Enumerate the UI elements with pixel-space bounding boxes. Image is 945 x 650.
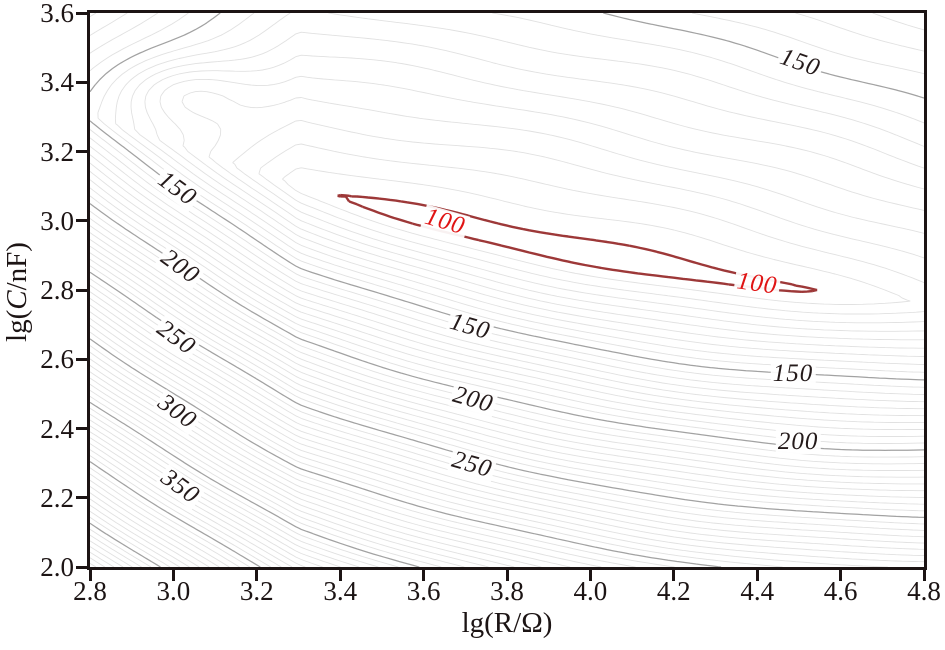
y-tick-label: 2.6	[40, 344, 74, 375]
x-tick	[171, 570, 175, 581]
x-tick	[505, 570, 509, 581]
contour-label-100-red: 100	[733, 267, 781, 300]
x-tick	[672, 570, 676, 581]
x-tick	[839, 570, 843, 581]
contour-label: 150	[770, 360, 816, 388]
y-tick	[76, 219, 87, 223]
y-axis-title-pre: lg(	[1, 309, 33, 342]
y-tick	[76, 427, 87, 430]
x-tick-label: 4.0	[573, 576, 608, 606]
y-tick	[76, 80, 87, 84]
x-tick-label: 3.2	[239, 576, 274, 606]
x-tick-label: 3.4	[323, 576, 358, 606]
highlight-contour-100	[337, 193, 818, 293]
x-tick	[755, 570, 759, 581]
x-tick-label: 4.2	[656, 576, 691, 606]
x-tick	[255, 570, 259, 581]
y-axis-title-post: /nF)	[1, 242, 33, 291]
x-tick-label: 4.6	[823, 576, 858, 606]
y-tick-label: 3.6	[40, 0, 74, 28]
y-tick-label: 2.0	[40, 552, 74, 582]
x-tick	[338, 570, 342, 581]
minor-contour-lines	[90, 13, 924, 567]
y-tick-label: 3.2	[40, 136, 74, 167]
x-tick	[588, 570, 592, 581]
y-tick	[76, 150, 87, 153]
x-tick	[922, 570, 926, 581]
contour-label: 200	[775, 428, 821, 456]
x-tick-label: 3.6	[406, 576, 441, 606]
major-contour-lines	[90, 13, 924, 567]
y-tick	[76, 288, 87, 292]
plot-area	[87, 10, 927, 570]
x-tick-label: 3.0	[156, 576, 191, 606]
x-tick-label: 2.8	[73, 576, 107, 606]
y-tick	[76, 357, 87, 361]
contour-plot-canvas	[90, 13, 924, 567]
y-axis-title: lg(C/nF)	[1, 242, 33, 342]
x-tick-label: 4.4	[740, 576, 775, 606]
y-tick-label: 2.2	[40, 482, 74, 513]
y-axis-title-symbol: C	[1, 290, 33, 310]
y-tick	[76, 565, 87, 569]
x-tick	[422, 570, 426, 581]
y-tick-label: 3.0	[40, 205, 74, 236]
y-tick	[76, 11, 87, 15]
x-tick-label: 4.8	[907, 576, 941, 606]
x-tick	[88, 570, 92, 581]
x-axis-title: lg(R/Ω)	[461, 607, 553, 639]
y-tick-label: 3.4	[40, 67, 74, 98]
y-tick-label: 2.4	[40, 413, 74, 444]
y-tick-label: 2.8	[40, 275, 74, 305]
x-tick-label: 3.8	[490, 576, 524, 606]
y-tick	[76, 496, 87, 500]
